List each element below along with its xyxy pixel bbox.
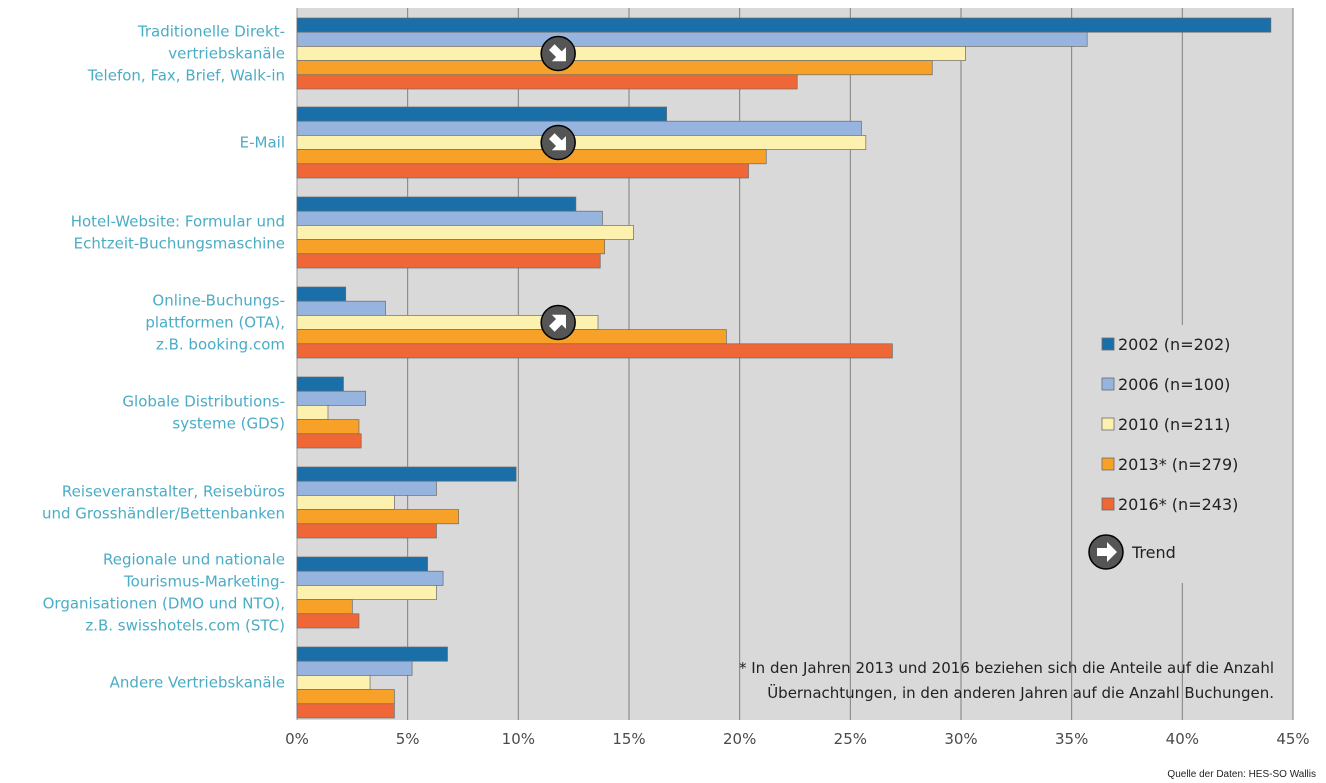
x-tick-label-0: 0% [285,730,309,748]
footnote: * In den Jahren 2013 und 2016 beziehen s… [739,659,1274,702]
x-tick-label-30: 30% [944,730,977,748]
category-label-7-0: Andere Vertriebskanäle [110,674,285,692]
bar-7-4 [296,703,395,719]
bar-1-4 [296,163,749,179]
bar-2-3 [296,239,606,255]
legend: 2002 (n=202) 2006 (n=100) 2010 (n=211) 2013… [1088,335,1238,570]
category-label-3-2: z.B. booking.com [156,336,285,354]
bar-7-3 [296,689,395,705]
category-label-6-1: Tourismus-Marketing- [123,573,285,591]
bar-7-1 [296,660,413,676]
category-labels: Traditionelle Direkt-vertriebskanäle Tele… [42,23,285,692]
trend-icon-2-arrow [548,314,566,332]
bar-2-0 [296,196,577,212]
x-axis-ticks: 0% 5% 10% 15% 20% 25% 30% 35% 40% 45% [285,730,1310,748]
bar-5-1 [296,480,437,496]
x-tick-label-20: 20% [723,730,756,748]
bar-4-2 [296,405,329,420]
bar-3-4 [296,343,893,359]
category-label-0-1: vertriebskanäle [168,45,285,63]
category-label-0-2: Telefon, Fax, Brief, Walk-in [87,67,285,85]
legend-label-2: 2010 (n=211) [1118,415,1230,434]
legend-trend-icon-arrow [1097,542,1117,562]
legend-swatch-4 [1101,497,1115,511]
legend-swatch-0 [1101,337,1115,351]
source-note: Quelle der Daten: HES-SO Wallis [1167,769,1316,780]
legend-trend-icon [1088,534,1124,570]
trend-icon-1-arrow [548,133,566,151]
trend-markers [540,35,576,341]
bar-0-4 [296,74,798,90]
category-label-2-1: Echtzeit-Buchungsmaschine [74,235,285,253]
category-label-6-0: Regionale und nationale [103,551,285,569]
bar-2-4 [296,253,601,269]
category-label-6-2: Organisationen (DMO und NTO), [43,595,285,613]
bar-7-0 [296,646,448,662]
trend-icon-0 [540,35,576,72]
bars [296,17,1272,719]
x-tick-label-5: 5% [396,730,420,748]
category-label-6-3: z.B. swisshotels.com (STC) [85,617,285,635]
bar-1-0 [296,106,667,122]
bar-3-3 [296,329,727,345]
category-label-5-0: Reiseveranstalter, Reisebüros [62,483,285,501]
x-tick-label-35: 35% [1055,730,1088,748]
x-tick-label-10: 10% [502,730,535,748]
category-label-4-1: systeme (GDS) [172,415,285,433]
legend-label-3: 2013* (n=279) [1118,455,1238,474]
bar-3-1 [296,300,386,316]
footnote-line-2: Übernachtungen, in den anderen Jahren au… [767,683,1274,702]
legend-label-0: 2002 (n=202) [1118,335,1230,354]
category-label-4-0: Globale Distributions- [122,393,285,411]
bar-5-0 [296,466,517,482]
footnote-line-1: * In den Jahren 2013 und 2016 beziehen s… [739,659,1274,677]
x-tick-label-40: 40% [1166,730,1199,748]
bar-0-3 [296,60,933,76]
bar-4-3 [296,419,360,435]
trend-icon-0-arrow [548,44,566,62]
bar-2-1 [296,210,603,226]
legend-swatch-3 [1101,457,1115,471]
bar-5-3 [296,509,459,525]
legend-label-1: 2006 (n=100) [1118,375,1230,394]
category-label-1-0: E-Mail [240,134,285,152]
legend-label-4: 2016* (n=243) [1118,495,1238,514]
x-tick-label-25: 25% [834,730,867,748]
category-label-5-1: und Grosshändler/Bettenbanken [42,505,285,523]
bar-6-4 [296,613,360,629]
bar-6-1 [296,570,444,586]
bar-0-1 [296,31,1088,47]
bar-4-1 [296,390,366,406]
trend-icon-2 [540,304,576,341]
bar-1-1 [296,120,862,136]
bar-3-0 [296,286,347,302]
bar-5-2 [296,495,395,510]
bar-5-4 [296,523,437,539]
legend-trend-label: Trend [1131,543,1176,562]
bar-0-0 [296,17,1272,33]
bar-7-2 [296,675,371,690]
bar-1-2 [296,135,867,150]
bar-4-0 [296,376,344,392]
bar-2-2 [296,225,634,240]
x-tick-label-15: 15% [612,730,645,748]
bar-1-3 [296,149,767,165]
legend-swatch-2 [1101,417,1115,431]
category-label-0-0: Traditionelle Direkt- [137,23,285,41]
x-tick-label-45: 45% [1276,730,1309,748]
bar-6-3 [296,599,353,615]
bar-6-2 [296,585,437,600]
legend-swatch-1 [1101,377,1115,391]
bar-4-4 [296,433,362,449]
trend-icon-1 [540,124,576,161]
bar-0-2 [296,46,966,61]
category-label-3-1: plattformen (OTA), [145,314,285,332]
category-label-3-0: Online-Buchungs- [152,292,285,310]
category-label-2-0: Hotel-Website: Formular und [71,213,285,231]
bar-6-0 [296,556,428,572]
